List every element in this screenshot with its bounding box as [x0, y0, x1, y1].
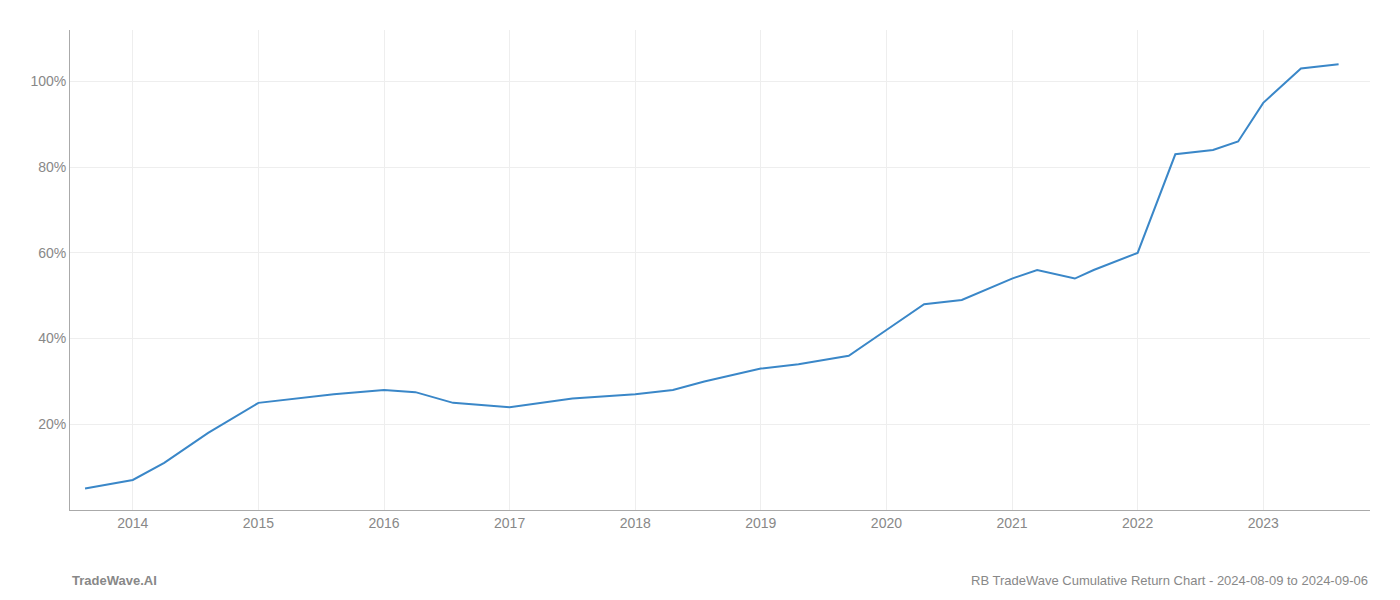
svg-text:2018: 2018: [620, 515, 651, 531]
svg-text:2017: 2017: [494, 515, 525, 531]
svg-text:60%: 60%: [38, 245, 66, 261]
svg-text:RB TradeWave Cumulative Return: RB TradeWave Cumulative Return Chart - 2…: [971, 573, 1368, 588]
svg-text:100%: 100%: [30, 73, 66, 89]
svg-text:2022: 2022: [1122, 515, 1153, 531]
svg-text:2019: 2019: [745, 515, 776, 531]
svg-text:2015: 2015: [243, 515, 274, 531]
svg-text:20%: 20%: [38, 416, 66, 432]
svg-text:2016: 2016: [368, 515, 399, 531]
svg-text:80%: 80%: [38, 159, 66, 175]
svg-text:2021: 2021: [996, 515, 1027, 531]
svg-text:40%: 40%: [38, 330, 66, 346]
svg-text:2020: 2020: [871, 515, 902, 531]
svg-text:2023: 2023: [1248, 515, 1279, 531]
svg-text:2014: 2014: [117, 515, 148, 531]
svg-text:TradeWave.AI: TradeWave.AI: [72, 573, 157, 588]
